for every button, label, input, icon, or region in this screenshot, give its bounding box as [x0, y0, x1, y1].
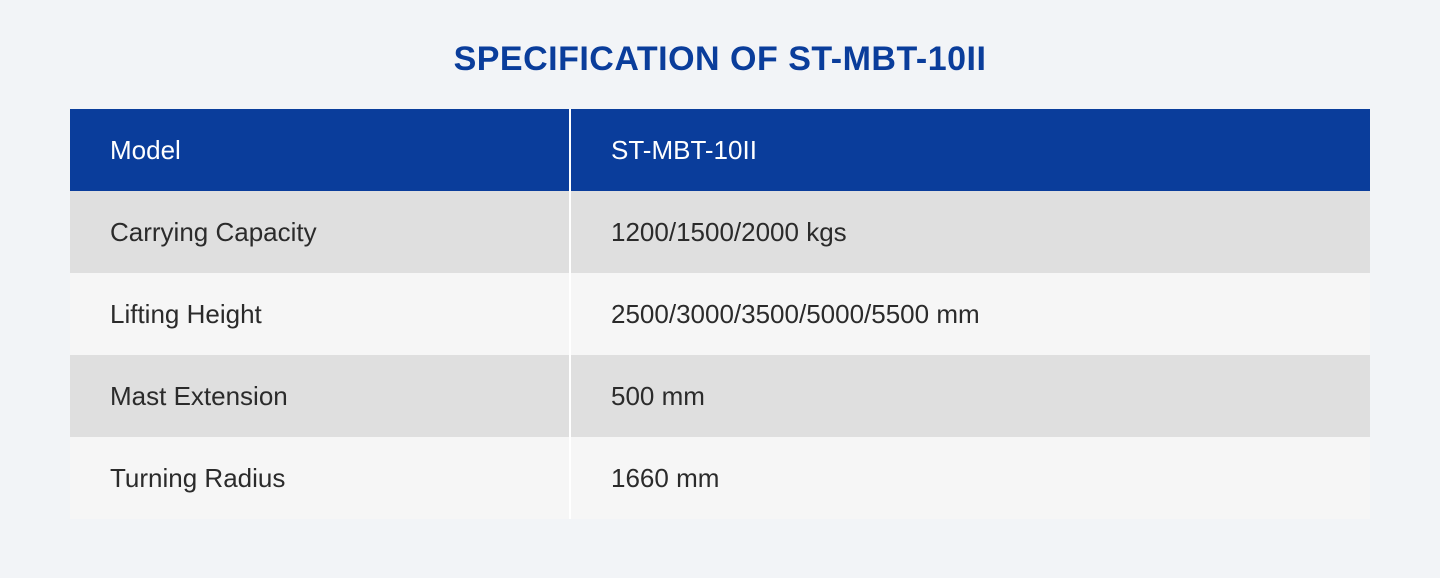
table-row: Carrying Capacity 1200/1500/2000 kgs [70, 191, 1370, 273]
spec-table: Model ST-MBT-10II Carrying Capacity 1200… [70, 109, 1370, 519]
row-label-cell: Carrying Capacity [70, 191, 570, 273]
row-label-cell: Mast Extension [70, 355, 570, 437]
header-label-cell: Model [70, 109, 570, 191]
row-value-cell: 500 mm [570, 355, 1370, 437]
row-label-cell: Lifting Height [70, 273, 570, 355]
table-row: Turning Radius 1660 mm [70, 437, 1370, 519]
table-row: Mast Extension 500 mm [70, 355, 1370, 437]
row-value-cell: 1200/1500/2000 kgs [570, 191, 1370, 273]
table-row: Lifting Height 2500/3000/3500/5000/5500 … [70, 273, 1370, 355]
row-value-cell: 1660 mm [570, 437, 1370, 519]
row-label-cell: Turning Radius [70, 437, 570, 519]
header-value-cell: ST-MBT-10II [570, 109, 1370, 191]
row-value-cell: 2500/3000/3500/5000/5500 mm [570, 273, 1370, 355]
page-title: SPECIFICATION OF ST-MBT-10II [454, 40, 987, 79]
table-header-row: Model ST-MBT-10II [70, 109, 1370, 191]
